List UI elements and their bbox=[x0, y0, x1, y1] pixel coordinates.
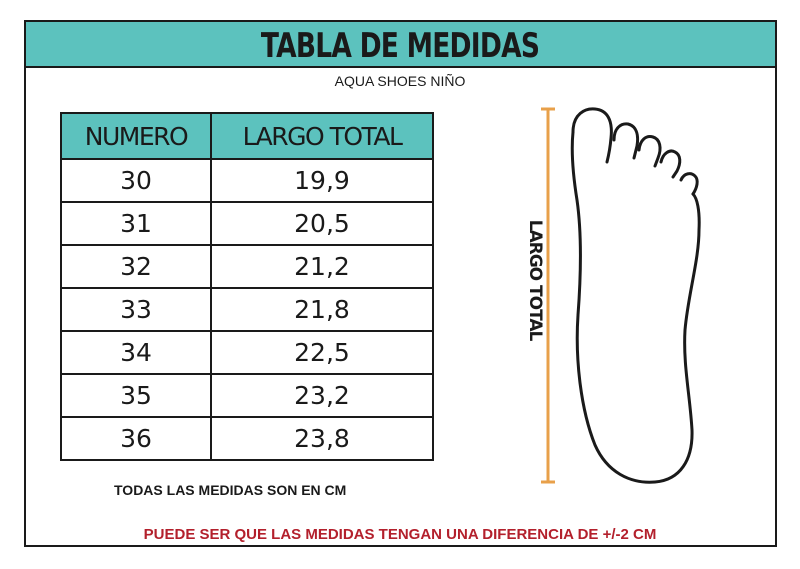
table-row: 32 21,2 bbox=[60, 244, 434, 289]
foot-icon bbox=[570, 107, 701, 484]
table-row: 31 20,5 bbox=[60, 201, 434, 246]
length-cell: 23,8 bbox=[210, 416, 434, 461]
column-header-numero: NUMERO bbox=[60, 112, 212, 160]
table-row: 35 23,2 bbox=[60, 373, 434, 418]
foot-outline-diagram bbox=[541, 107, 701, 484]
size-number-cell: 31 bbox=[60, 201, 212, 246]
size-number-cell: 32 bbox=[60, 244, 212, 289]
size-number-cell: 30 bbox=[60, 158, 212, 203]
size-table: NUMERO LARGO TOTAL 30 19,9 31 20,5 32 21… bbox=[60, 112, 434, 461]
size-number-cell: 34 bbox=[60, 330, 212, 375]
length-cell: 23,2 bbox=[210, 373, 434, 418]
table-row: 34 22,5 bbox=[60, 330, 434, 375]
tolerance-warning: PUEDE SER QUE LAS MEDIDAS TENGAN UNA DIF… bbox=[143, 526, 657, 543]
length-cell: 21,2 bbox=[210, 244, 434, 289]
table-row: 30 19,9 bbox=[60, 158, 434, 203]
page-title: TABLA DE MEDIDAS bbox=[260, 26, 540, 66]
length-cell: 19,9 bbox=[210, 158, 434, 203]
table-row: 33 21,8 bbox=[60, 287, 434, 332]
column-header-largo-total: LARGO TOTAL bbox=[210, 112, 434, 160]
size-number-cell: 33 bbox=[60, 287, 212, 332]
size-number-cell: 35 bbox=[60, 373, 212, 418]
table-header-row: NUMERO LARGO TOTAL bbox=[60, 112, 434, 160]
largo-total-axis-label: LARGO TOTAL bbox=[525, 219, 545, 341]
chart-frame bbox=[24, 20, 777, 547]
header-band bbox=[26, 22, 775, 68]
length-cell: 21,8 bbox=[210, 287, 434, 332]
size-number-cell: 36 bbox=[60, 416, 212, 461]
units-note: TODAS LAS MEDIDAS SON EN CM bbox=[114, 482, 347, 498]
measure-line-icon bbox=[541, 107, 555, 484]
table-row: 36 23,8 bbox=[60, 416, 434, 461]
length-cell: 20,5 bbox=[210, 201, 434, 246]
length-cell: 22,5 bbox=[210, 330, 434, 375]
product-subtitle: AQUA SHOES NIÑO bbox=[334, 73, 466, 89]
